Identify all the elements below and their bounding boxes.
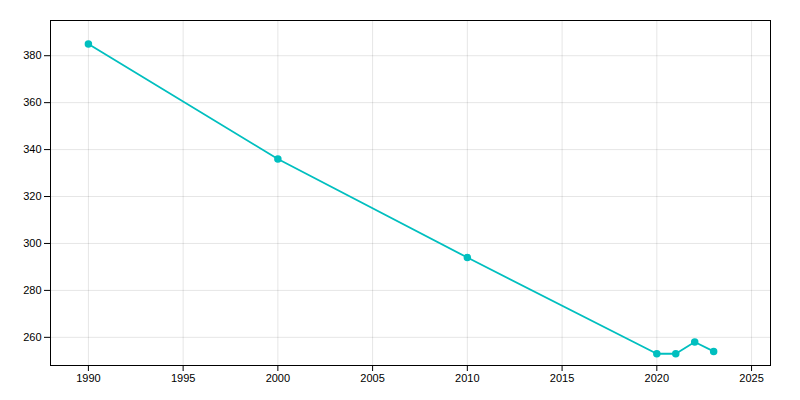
svg-text:2020: 2020 — [645, 372, 669, 384]
svg-text:1990: 1990 — [76, 372, 100, 384]
svg-text:340: 340 — [23, 143, 41, 155]
svg-text:1995: 1995 — [171, 372, 195, 384]
svg-text:320: 320 — [23, 190, 41, 202]
svg-text:260: 260 — [23, 331, 41, 343]
svg-text:280: 280 — [23, 284, 41, 296]
svg-text:2025: 2025 — [739, 372, 763, 384]
svg-text:300: 300 — [23, 237, 41, 249]
svg-text:2000: 2000 — [266, 372, 290, 384]
svg-text:2010: 2010 — [455, 372, 479, 384]
svg-text:2005: 2005 — [360, 372, 384, 384]
svg-text:360: 360 — [23, 96, 41, 108]
svg-text:2015: 2015 — [550, 372, 574, 384]
svg-text:380: 380 — [23, 49, 41, 61]
